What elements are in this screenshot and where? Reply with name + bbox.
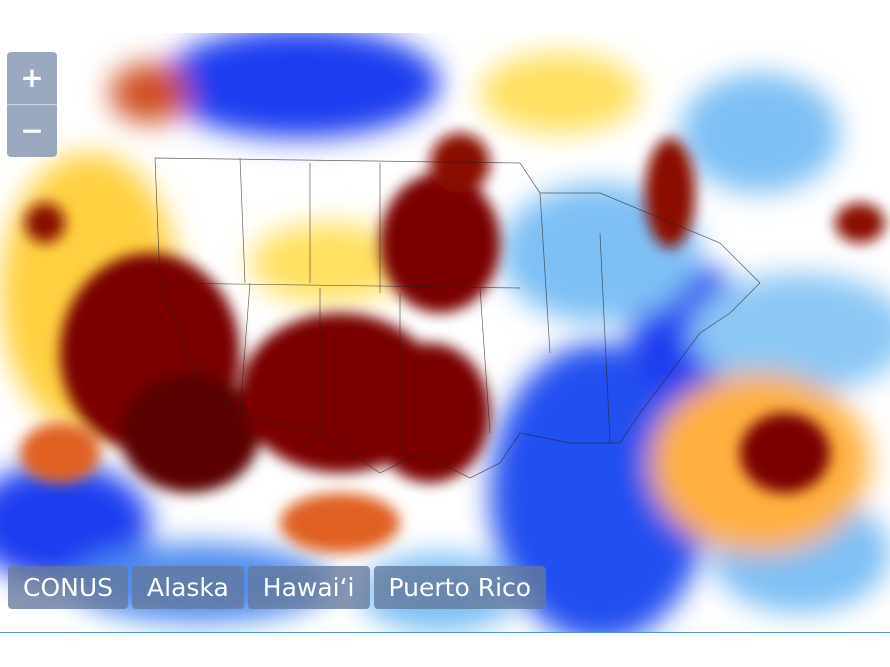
map-imagery xyxy=(0,33,890,632)
zoom-control: + − xyxy=(7,52,57,157)
zoom-in-button[interactable]: + xyxy=(20,61,44,94)
region-button[interactable]: Alaska xyxy=(132,566,244,609)
region-button[interactable]: Puerto Rico xyxy=(373,566,547,609)
region-button[interactable]: CONUS xyxy=(8,566,129,609)
zoom-out-button[interactable]: − xyxy=(7,104,57,157)
region-buttons: CONUS Alaska Hawaiʻi Puerto Rico xyxy=(8,566,547,609)
region-button[interactable]: Hawaiʻi xyxy=(247,566,370,609)
map[interactable] xyxy=(0,33,890,633)
